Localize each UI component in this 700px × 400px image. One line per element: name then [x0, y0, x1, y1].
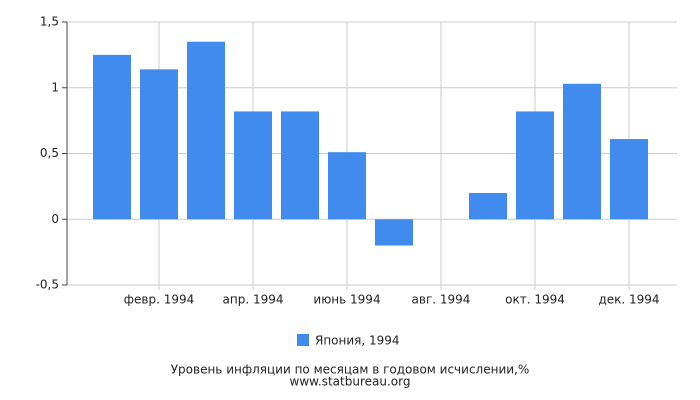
y-tick-label: 1,5: [40, 15, 59, 29]
legend-swatch: [297, 334, 309, 346]
bar: [140, 69, 178, 220]
source: www.statbureau.org: [290, 375, 411, 389]
bar: [563, 83, 601, 220]
y-tick-label: -0,5: [36, 278, 59, 292]
legend-label: Япония, 1994: [315, 334, 400, 348]
bar: [516, 111, 554, 220]
bar: [375, 219, 413, 246]
chart-title: Уровень инфляции по месяцам в годовом ис…: [171, 363, 530, 377]
x-tick-label: авг. 1994: [412, 293, 471, 307]
x-tick-label: окт. 1994: [505, 293, 565, 307]
y-tick-label: 0,5: [40, 146, 59, 160]
x-tick-label: дек. 1994: [598, 293, 659, 307]
bar: [328, 152, 366, 220]
bar: [610, 139, 648, 220]
x-tick-label: июнь 1994: [313, 293, 380, 307]
bar: [93, 54, 131, 220]
bar: [281, 111, 319, 220]
y-tick-label: 1: [51, 80, 59, 94]
x-tick-label: февр. 1994: [124, 293, 195, 307]
x-tick-label: апр. 1994: [223, 293, 284, 307]
bar: [187, 41, 225, 220]
bar: [469, 192, 507, 220]
bar: [234, 111, 272, 220]
y-tick-label: 0: [51, 212, 59, 226]
